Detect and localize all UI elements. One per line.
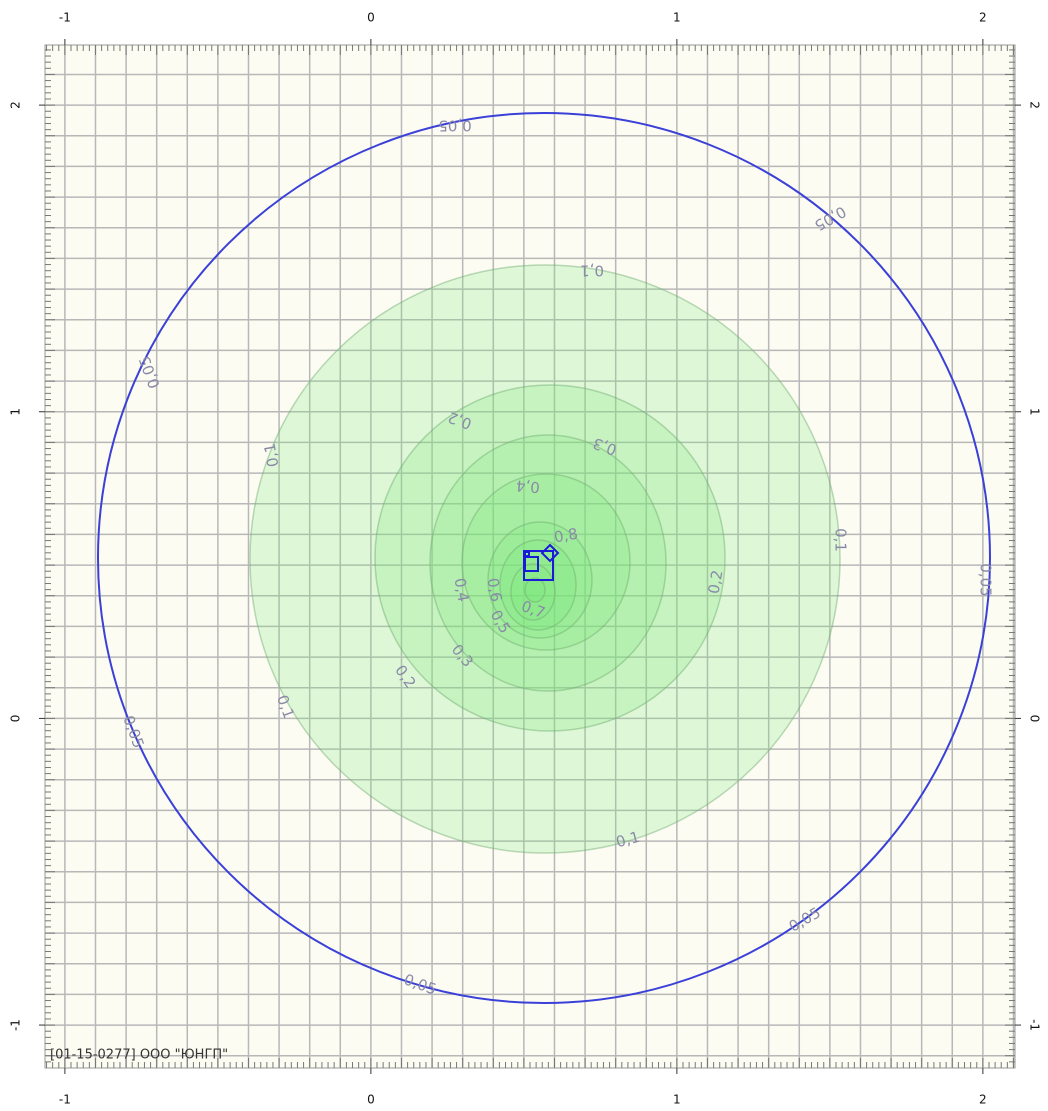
contour-label: 0,4 bbox=[515, 476, 540, 496]
source bbox=[540, 543, 560, 563]
sources bbox=[523, 543, 560, 581]
x-tick-label: 0 bbox=[367, 1093, 375, 1107]
contour-label: 0,8 bbox=[553, 525, 580, 547]
x-tick-label: -1 bbox=[59, 1093, 71, 1107]
contour bbox=[429, 434, 667, 692]
contour-label: 0,4 bbox=[451, 577, 473, 604]
y-tick-label: -1 bbox=[9, 1019, 23, 1031]
grid bbox=[45, 45, 1015, 1068]
contour-label: 0,05 bbox=[977, 563, 995, 596]
axes: -1 -1 0 0 1 1 2 2 -1 -1 0 0 1 1 2 2 bbox=[9, 11, 1042, 1107]
x-tick-label: -1 bbox=[59, 11, 71, 25]
source bbox=[524, 556, 539, 572]
contour bbox=[499, 539, 577, 631]
source bbox=[524, 551, 530, 557]
contour bbox=[510, 563, 556, 621]
contour-label: 0,1 bbox=[580, 262, 604, 280]
contour bbox=[524, 577, 546, 603]
y-tick-label: 0 bbox=[9, 715, 23, 723]
x-tick-label: 1 bbox=[673, 11, 681, 25]
contour bbox=[374, 384, 726, 732]
x-tick-label: 0 bbox=[367, 11, 375, 25]
contour-label: 0,1 bbox=[261, 442, 283, 469]
y-tick-label: 2 bbox=[1028, 101, 1042, 109]
contour-label: 0,1 bbox=[832, 528, 850, 552]
y-tick-label: 1 bbox=[1028, 408, 1042, 416]
x-tick-label: 2 bbox=[979, 1093, 987, 1107]
contour-label: 0,6 bbox=[484, 577, 506, 604]
contour-label: 0,1 bbox=[614, 828, 642, 852]
footer: [01-15-0277] ООО "ЮНГП" bbox=[50, 1048, 228, 1063]
y-tick-label: 0 bbox=[1028, 715, 1042, 723]
x-tick-label: 1 bbox=[673, 1093, 681, 1107]
contour-label: 0,2 bbox=[705, 569, 727, 596]
contour bbox=[461, 473, 631, 651]
y-tick-label: 1 bbox=[9, 408, 23, 416]
y-tick-label: 2 bbox=[9, 101, 23, 109]
contour bbox=[249, 264, 841, 854]
contour bbox=[97, 112, 991, 1004]
contour-label: 0,05 bbox=[438, 117, 471, 135]
contours bbox=[97, 112, 991, 1004]
x-tick-label: 2 bbox=[979, 11, 987, 25]
y-tick-label: -1 bbox=[1028, 1019, 1042, 1031]
